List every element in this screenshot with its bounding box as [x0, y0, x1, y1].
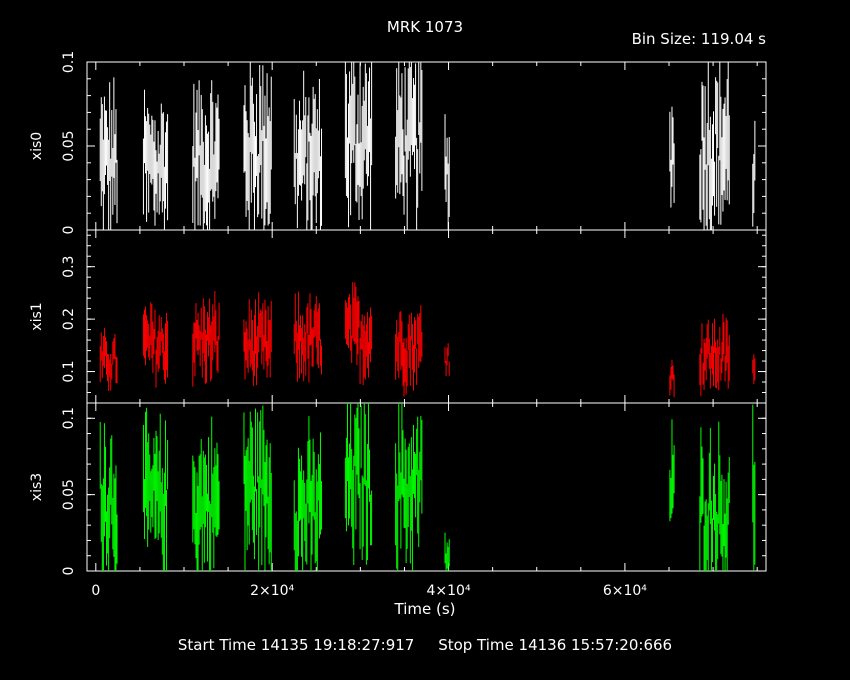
y-axis-label-xis3: xis3	[29, 473, 45, 501]
panel-xis3: 0 0.05 0.1 xis3	[29, 402, 767, 576]
panel-xis0: 0 0.05 0.1 xis0	[29, 51, 767, 235]
y-tick-label-xis3: 0.1	[61, 407, 77, 429]
start-time: Start Time 14135 19:18:27:917	[177, 636, 415, 654]
stop-time: Stop Time 14136 15:57:20:666	[438, 636, 673, 654]
x-tick-label: 4×10⁴	[427, 583, 471, 599]
y-tick-label-xis3: 0.05	[61, 479, 77, 510]
series-xis1	[99, 282, 756, 398]
y-tick-label-xis1: 0.1	[61, 360, 77, 382]
time-range-footer: Start Time 14135 19:18:27:917 Stop Time …	[0, 636, 850, 654]
y-tick-label-xis0: 0	[61, 226, 77, 235]
y-tick-label-xis1: 0.3	[61, 256, 77, 278]
series-xis0	[99, 62, 756, 230]
y-tick-label-xis0: 0.1	[61, 51, 77, 73]
panel-frame	[86, 229, 767, 404]
y-tick-label-xis0: 0.05	[61, 130, 77, 161]
bin-size-label: Bin Size: 119.04 s	[631, 30, 766, 48]
x-axis-label: Time (s)	[394, 600, 456, 618]
panel-frame	[86, 402, 767, 572]
x-tick-label: 6×10⁴	[603, 583, 647, 599]
y-axis-label-xis1: xis1	[29, 302, 45, 330]
y-tick-label-xis1: 0.2	[61, 308, 77, 330]
x-tick-label: 0	[91, 583, 100, 599]
panel-frame	[86, 61, 767, 231]
y-tick-label-xis3: 0	[61, 567, 77, 576]
series-xis3	[99, 403, 756, 571]
time-gap	[414, 636, 438, 654]
plot-panels: 0 0.05 0.1 xis0 0.1 0.2 0.3 xis1 0 0.05 0.1 xis3	[29, 51, 767, 576]
x-axis-tick-labels: 0 2×10⁴ 4×10⁴ 6×10⁴	[91, 583, 647, 599]
y-axis-label-xis0: xis0	[29, 132, 45, 160]
x-tick-label: 2×10⁴	[250, 583, 294, 599]
panel-xis1: 0.1 0.2 0.3 xis1	[29, 229, 767, 404]
chart-title: MRK 1073	[386, 18, 464, 36]
